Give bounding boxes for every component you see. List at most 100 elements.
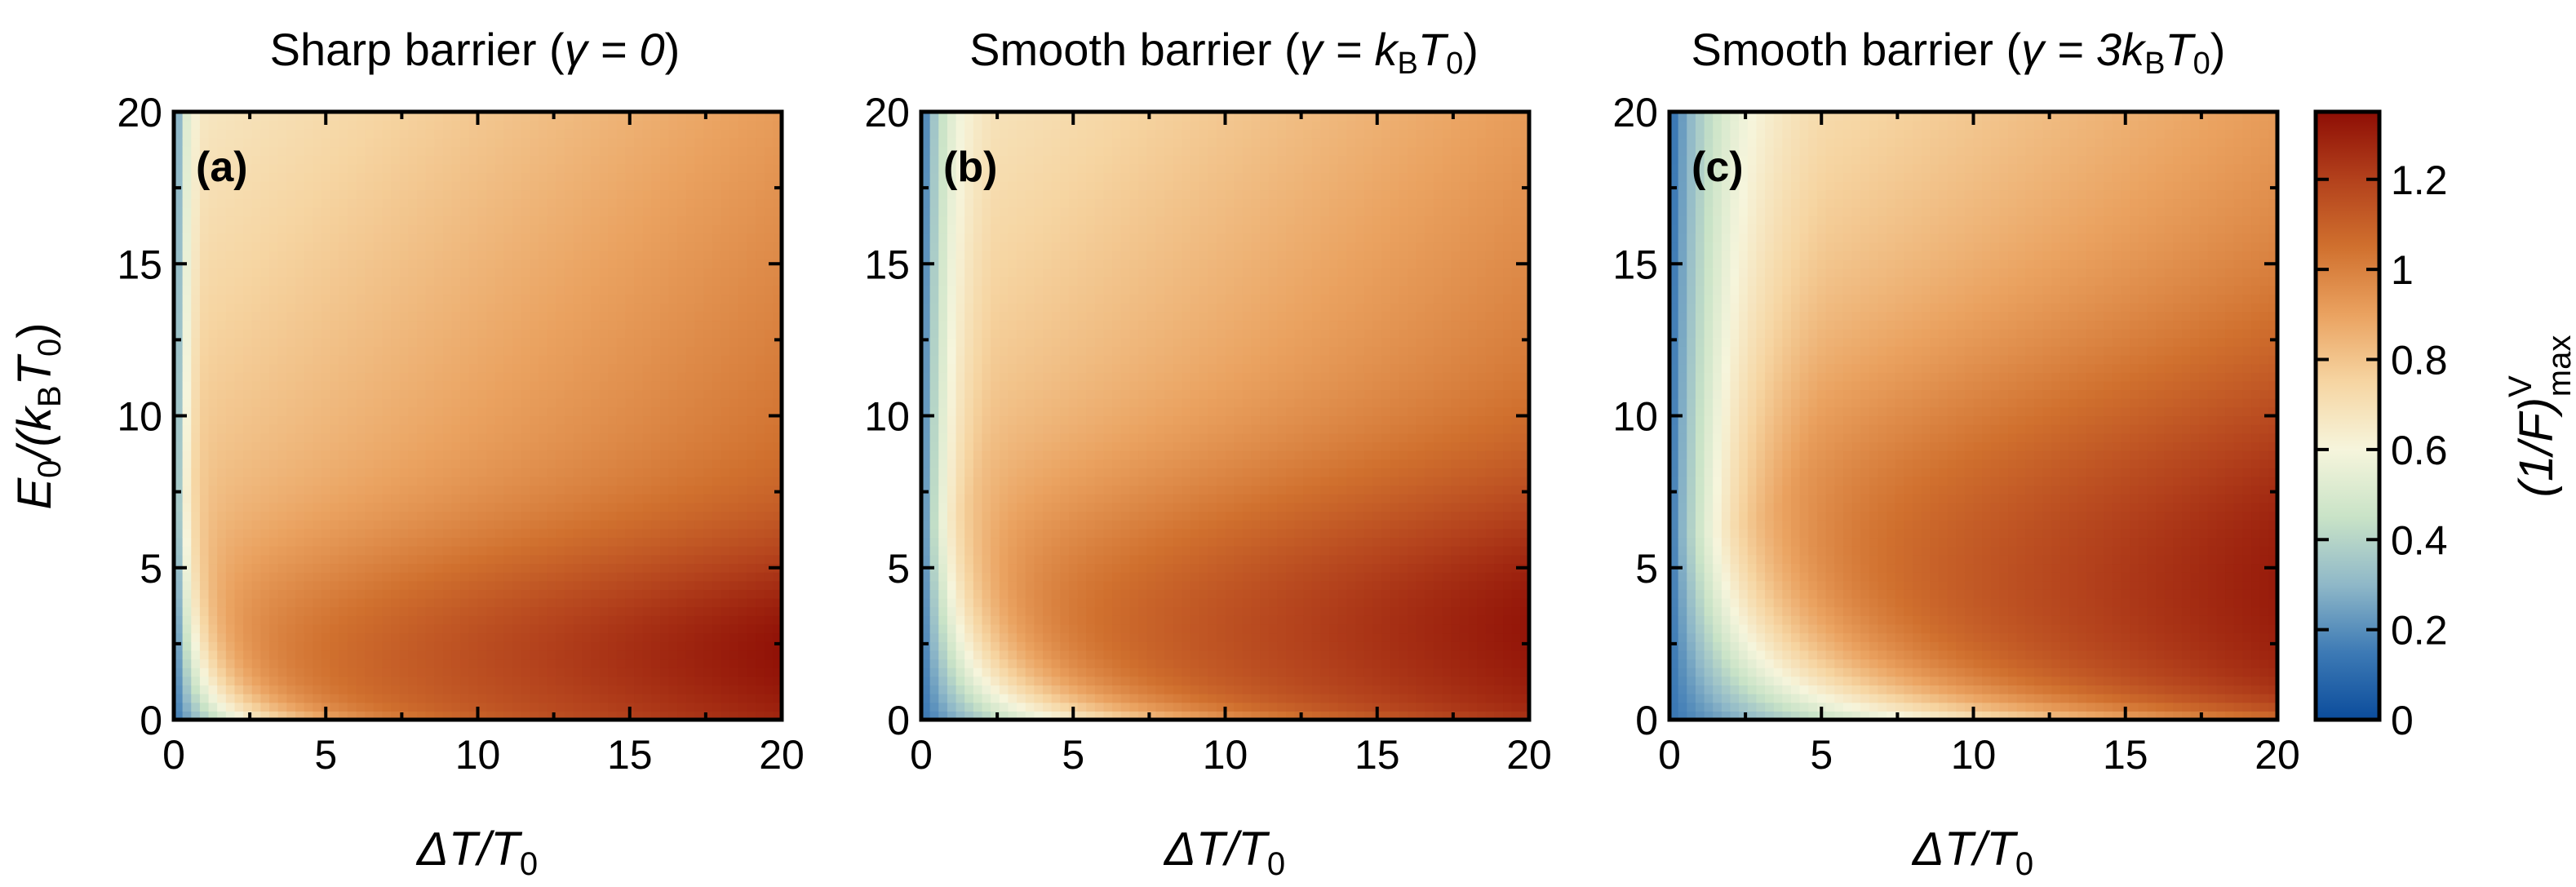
- heatmap-cell: [182, 598, 192, 608]
- heatmap-cell: [304, 468, 313, 477]
- heatmap-cell: [225, 511, 236, 521]
- heatmap-cell: [339, 355, 348, 365]
- heatmap-cell: [747, 294, 756, 304]
- heatmap-cell: [451, 120, 461, 130]
- heatmap-cell: [234, 606, 244, 616]
- heatmap-cell: [217, 554, 227, 565]
- heatmap-cell: [668, 563, 678, 573]
- heatmap-cell: [660, 363, 670, 373]
- heatmap-cell: [720, 450, 730, 460]
- heatmap-cell: [651, 554, 661, 565]
- heatmap-cell: [729, 650, 739, 660]
- heatmap-cell: [764, 346, 774, 356]
- heatmap-cell: [442, 224, 453, 234]
- heatmap-cell: [182, 615, 192, 625]
- heatmap-cell: [434, 329, 444, 339]
- heatmap-cell: [330, 172, 339, 182]
- heatmap-cell: [668, 303, 678, 313]
- heatmap-cell: [321, 632, 331, 642]
- heatmap-cell: [616, 537, 627, 547]
- heatmap-cell: [295, 259, 305, 269]
- heatmap-cell: [642, 120, 652, 130]
- heatmap-cell: [251, 137, 262, 148]
- heatmap-cell: [703, 251, 713, 260]
- heatmap-cell: [408, 120, 418, 130]
- heatmap-cell: [373, 363, 384, 373]
- heatmap-cell: [494, 294, 505, 304]
- heatmap-cell: [468, 233, 479, 243]
- heatmap-cell: [547, 346, 556, 356]
- heatmap-cell: [747, 406, 756, 417]
- heatmap-cell: [494, 251, 505, 260]
- heatmap-cell: [460, 181, 470, 191]
- heatmap-cell: [921, 537, 931, 547]
- heatmap-cell: [547, 112, 556, 122]
- heatmap-cell: [921, 598, 931, 608]
- heatmap-cell: [260, 277, 270, 286]
- heatmap-cell: [251, 485, 262, 495]
- heatmap-cell: [712, 572, 722, 582]
- heatmap-cell: [486, 207, 496, 217]
- heatmap-cell: [347, 311, 357, 322]
- heatmap-cell: [703, 520, 713, 530]
- heatmap-cell: [286, 502, 296, 512]
- heatmap-cell: [382, 502, 392, 512]
- heatmap-cell: [330, 389, 339, 399]
- heatmap-cell: [677, 528, 687, 539]
- heatmap-cell: [773, 363, 783, 373]
- heatmap-cell: [191, 224, 201, 234]
- heatmap-cell: [468, 650, 479, 660]
- heatmap-cell: [616, 685, 627, 694]
- heatmap-cell: [304, 320, 313, 330]
- heatmap-cell: [174, 294, 184, 304]
- heatmap-cell: [694, 294, 704, 304]
- heatmap-cell: [365, 623, 375, 634]
- heatmap-cell: [625, 694, 635, 703]
- heatmap-cell: [373, 702, 384, 712]
- heatmap-cell: [434, 311, 444, 322]
- heatmap-cell: [251, 329, 262, 339]
- heatmap-cell: [269, 641, 279, 651]
- heatmap-cell: [712, 650, 722, 660]
- heatmap-cell: [425, 329, 435, 339]
- heatmap-cell: [720, 215, 730, 225]
- heatmap-cell: [225, 112, 236, 122]
- heatmap-cell: [764, 112, 774, 122]
- heatmap-cell: [703, 355, 713, 365]
- heatmap-cell: [503, 163, 513, 174]
- heatmap-cell: [225, 702, 236, 712]
- heatmap-cell: [720, 372, 730, 382]
- heatmap-cell: [477, 554, 487, 565]
- heatmap-cell: [720, 268, 730, 277]
- heatmap-cell: [417, 694, 427, 703]
- heatmap-cell: [738, 207, 748, 217]
- heatmap-cell: [391, 129, 401, 139]
- heatmap-cell: [269, 285, 279, 295]
- heatmap-cell: [182, 389, 192, 399]
- heatmap-cell: [738, 224, 748, 234]
- heatmap-cell: [191, 694, 201, 703]
- heatmap-cell: [365, 572, 375, 582]
- heatmap-cell: [460, 667, 470, 677]
- heatmap-cell: [694, 667, 704, 677]
- heatmap-cell: [295, 372, 305, 382]
- heatmap-cell: [539, 477, 548, 486]
- heatmap-cell: [738, 659, 748, 668]
- heatmap-cell: [694, 432, 704, 443]
- heatmap-cell: [260, 415, 270, 425]
- heatmap-cell: [191, 520, 201, 530]
- heatmap-cell: [304, 494, 313, 503]
- heatmap-cell: [764, 406, 774, 417]
- heatmap-cell: [373, 233, 384, 243]
- heatmap-cell: [174, 685, 184, 694]
- heatmap-cell: [921, 389, 931, 399]
- heatmap-cell: [313, 632, 322, 642]
- heatmap-cell: [277, 346, 287, 356]
- heatmap-cell: [365, 181, 375, 191]
- heatmap-cell: [521, 694, 530, 703]
- heatmap-cell: [720, 494, 730, 503]
- heatmap-cell: [582, 120, 592, 130]
- heatmap-cell: [251, 389, 262, 399]
- heatmap-cell: [764, 598, 774, 608]
- heatmap-cell: [521, 494, 530, 503]
